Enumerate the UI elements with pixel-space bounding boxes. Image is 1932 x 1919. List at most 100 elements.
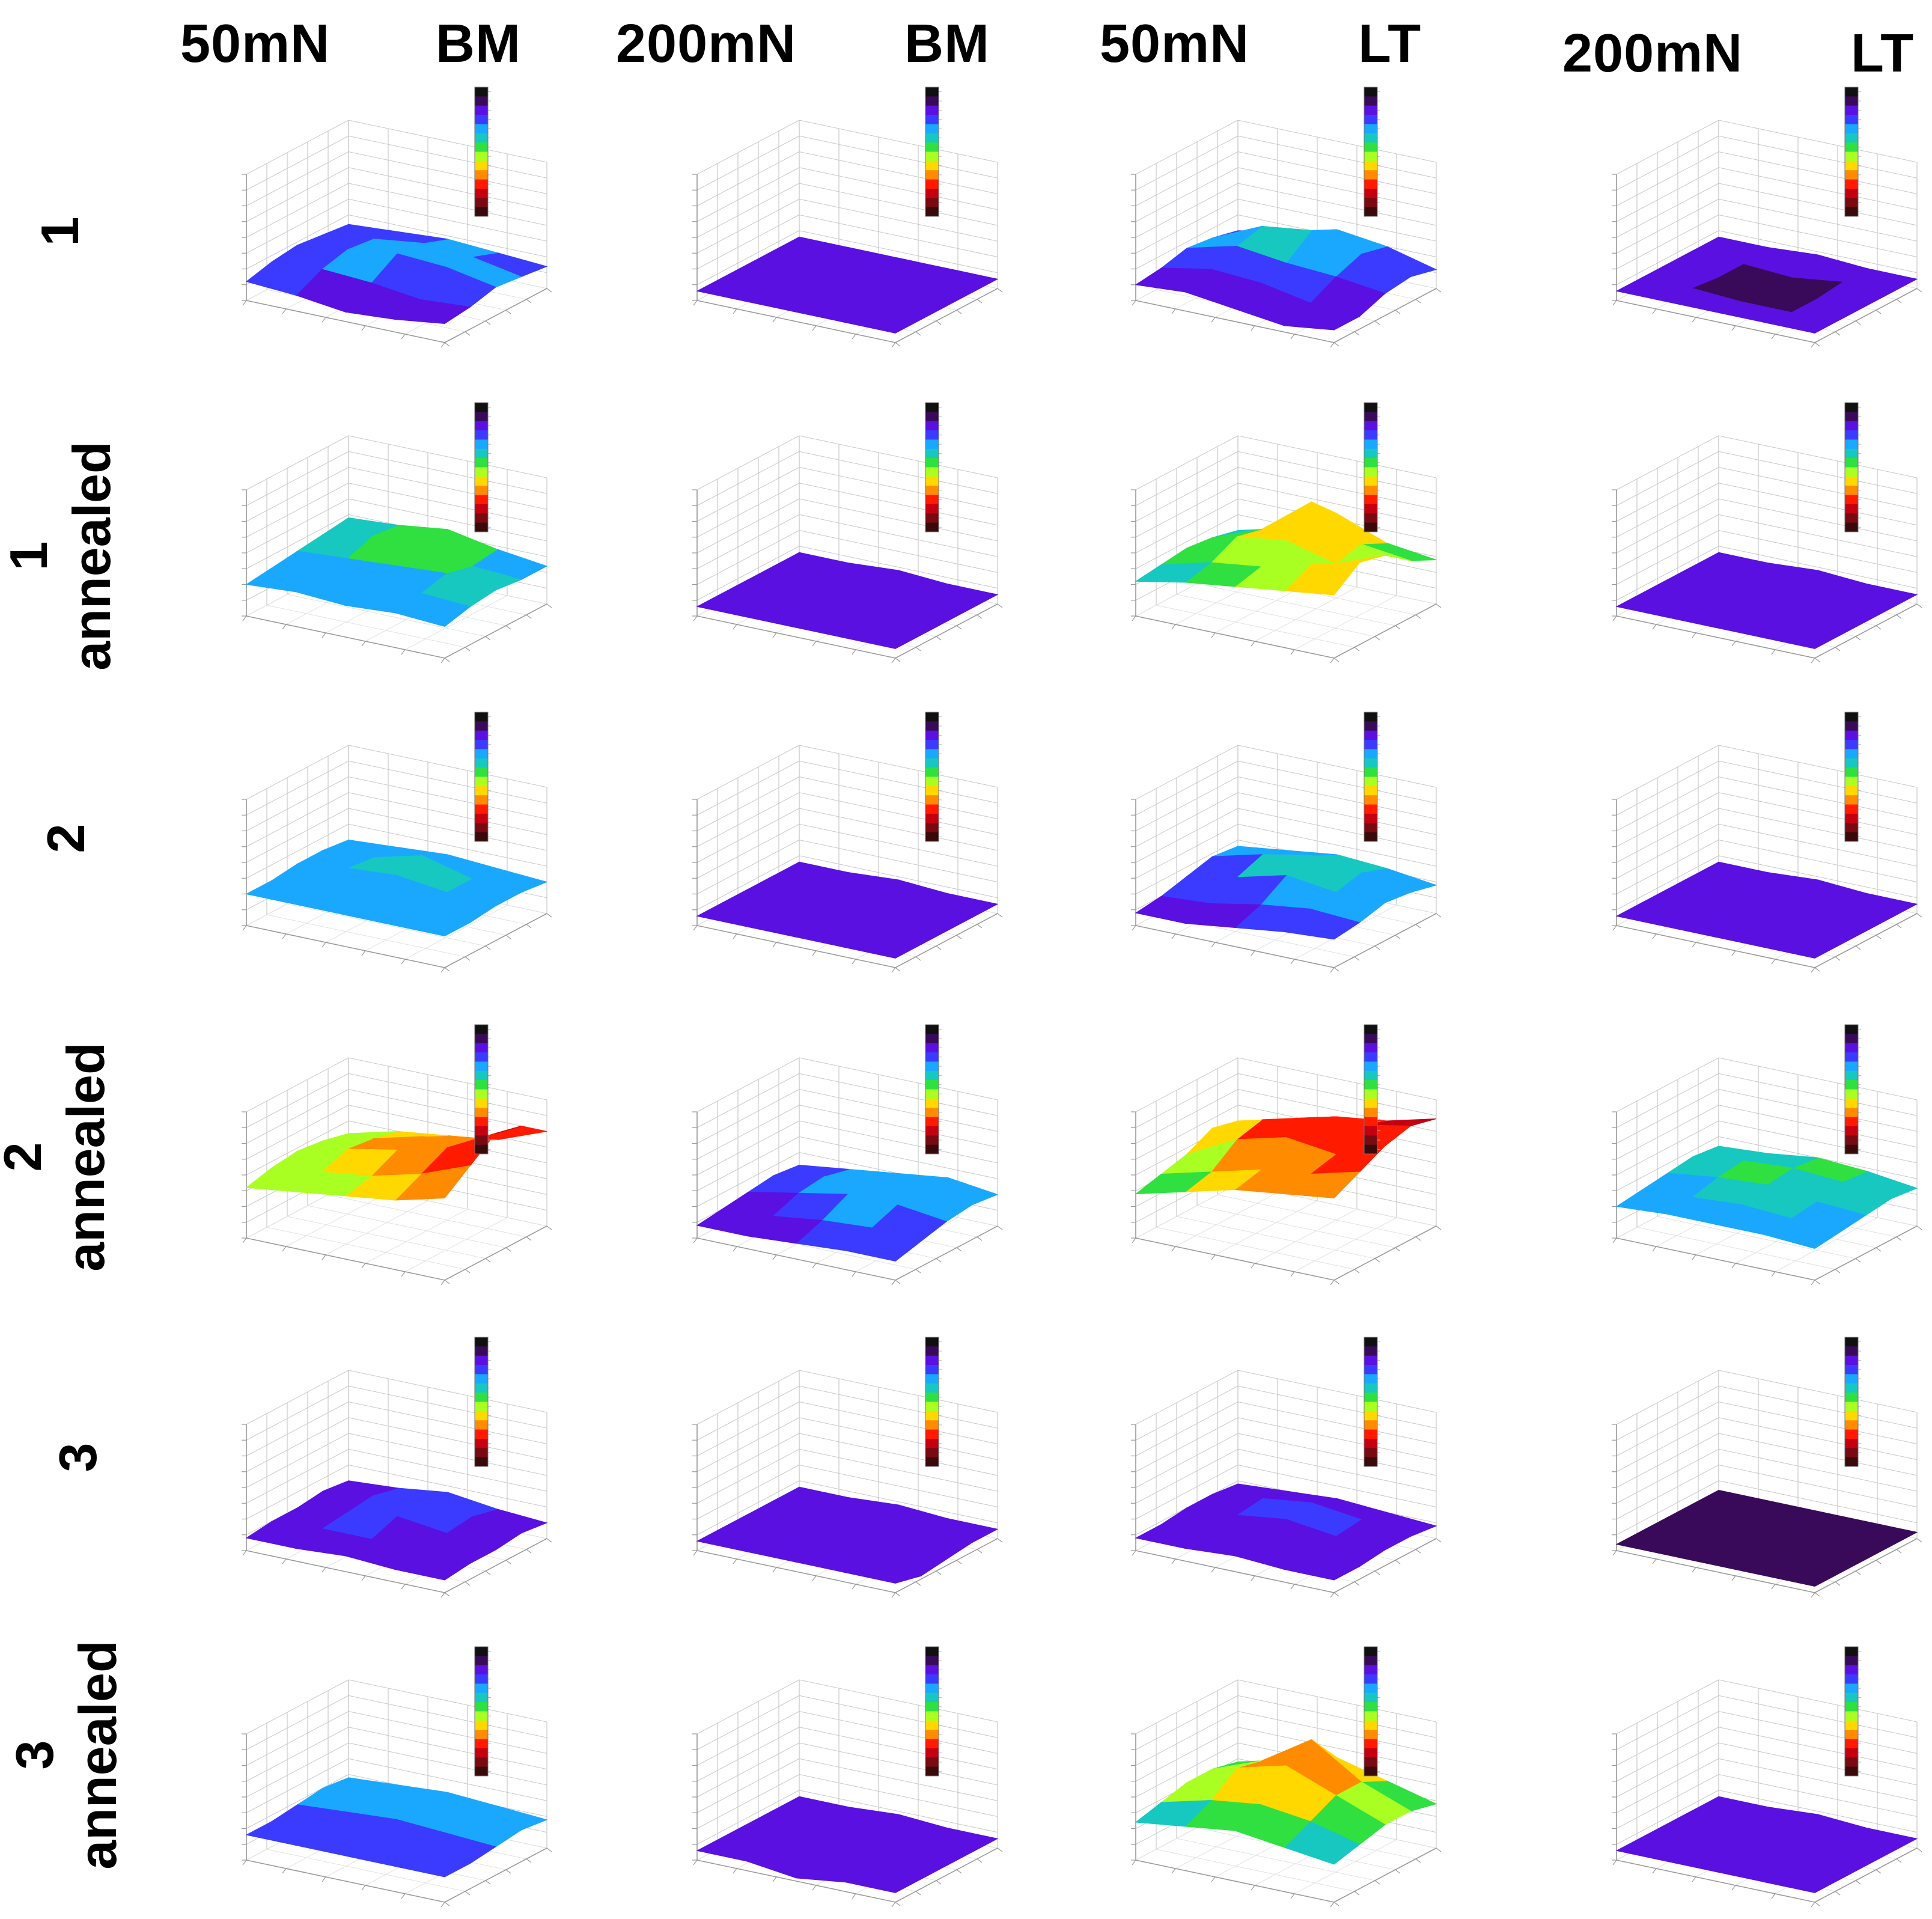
- colorbar-frame: [1844, 87, 1859, 217]
- x-tick: [361, 1263, 366, 1269]
- col-header-3-condition: LT: [1358, 14, 1422, 74]
- grid-line: [1616, 435, 1719, 490]
- y-tick: [1333, 342, 1339, 347]
- grid-line: [1237, 760, 1437, 804]
- colorbar-segment: [1845, 403, 1858, 412]
- colorbar-segment: [475, 1683, 488, 1694]
- grid-line: [1718, 1465, 1918, 1507]
- grid-line: [1718, 1774, 1918, 1817]
- colorbar-segment: [1845, 87, 1858, 97]
- grid-line: [1718, 198, 1918, 242]
- grid-line: [246, 1057, 349, 1112]
- grid-line: [1135, 498, 1239, 554]
- x-tick: [242, 615, 247, 621]
- y-tick: [505, 1869, 511, 1874]
- floor-grid-line: [1254, 1209, 1358, 1264]
- colorbar-segment: [475, 1411, 488, 1421]
- grid-line: [246, 1679, 349, 1734]
- grid-line: [1135, 1105, 1239, 1160]
- row-header-4-line1: 2: [0, 1037, 54, 1277]
- surface-panel-r3-c1: [198, 709, 552, 974]
- grid-line: [1237, 183, 1437, 226]
- grid-line: [348, 745, 547, 788]
- grid-line: [1237, 198, 1437, 242]
- y-tick: [1855, 1258, 1861, 1263]
- colorbar-segment: [475, 1702, 488, 1712]
- grid-line: [1237, 1057, 1437, 1100]
- grid-line: [1135, 183, 1239, 238]
- x-tick: [772, 1254, 777, 1260]
- colorbar: [474, 1024, 491, 1155]
- grid-line: [799, 167, 998, 210]
- colorbar-segment: [1845, 1766, 1858, 1777]
- colorbar-segment: [1364, 513, 1377, 523]
- colorbar-segment: [1845, 1720, 1858, 1730]
- y-tick: [956, 935, 962, 939]
- x-axis-line: [246, 1237, 445, 1281]
- x-axis-line: [1135, 300, 1335, 343]
- surface: [245, 839, 548, 937]
- grid-line: [1718, 1120, 1918, 1164]
- y-tick: [546, 603, 552, 608]
- grid-line: [696, 215, 800, 269]
- colorbar-segment: [925, 1034, 939, 1044]
- grid-line: [1616, 855, 1719, 911]
- x-tick: [1731, 1885, 1736, 1891]
- colorbar-segment: [1845, 1034, 1858, 1044]
- grid-line: [1616, 514, 1719, 569]
- x-tick: [1692, 1876, 1696, 1882]
- x-tick: [321, 632, 326, 638]
- y-tick: [1814, 1280, 1820, 1284]
- colorbar-segment: [1845, 495, 1858, 505]
- grid-line: [1616, 498, 1719, 554]
- grid-line: [696, 823, 800, 879]
- x-tick: [1731, 641, 1736, 647]
- col-header-1-load: 50mN: [180, 14, 331, 74]
- x-tick: [1132, 1550, 1136, 1556]
- colorbar-segment: [925, 1730, 939, 1740]
- colorbar-segment: [475, 504, 488, 514]
- grid-line: [799, 1711, 998, 1754]
- grid-line: [799, 1480, 998, 1524]
- y-axis-line: [895, 1225, 998, 1281]
- colorbar-segment: [1364, 1720, 1377, 1730]
- grid-line: [1237, 1695, 1437, 1738]
- colorbar-segment: [925, 486, 939, 496]
- grid-line: [1135, 483, 1239, 538]
- colorbar-segment: [475, 495, 488, 505]
- colorbar-segment: [1845, 749, 1858, 759]
- floor-grid-line: [307, 1205, 507, 1248]
- colorbar-segment: [925, 1411, 939, 1421]
- colorbar-segment: [1364, 495, 1377, 505]
- row-header-4-line2: annealed: [56, 1042, 115, 1272]
- colorbar-segment: [925, 813, 939, 823]
- x-tick: [812, 325, 817, 331]
- x-tick: [1132, 925, 1136, 931]
- grid-line: [1718, 792, 1918, 835]
- surface-facet: [1615, 593, 1693, 618]
- x-tick: [1811, 1902, 1815, 1908]
- grid-line: [696, 760, 800, 816]
- colorbar-segment: [475, 1025, 488, 1034]
- y-tick: [1814, 657, 1820, 662]
- colorbar-segment: [1364, 1117, 1377, 1127]
- x-tick: [1612, 1237, 1617, 1243]
- x-tick: [1692, 632, 1696, 638]
- y-tick: [1835, 1269, 1841, 1274]
- y-tick: [1814, 342, 1820, 347]
- y-tick: [505, 1560, 511, 1564]
- x-tick: [1771, 959, 1776, 965]
- surface-plot: [1131, 1024, 1442, 1286]
- colorbar-segment: [1845, 476, 1858, 486]
- surface-facet: [245, 567, 323, 593]
- x-tick: [282, 624, 287, 630]
- y-tick: [997, 1847, 1003, 1852]
- grid-line: [1718, 1417, 1918, 1460]
- y-tick: [1395, 625, 1401, 630]
- y-tick: [1814, 1902, 1820, 1906]
- grid-line: [1135, 1402, 1239, 1456]
- colorbar-segment: [475, 1748, 488, 1758]
- x-tick: [1811, 967, 1815, 973]
- grid-line: [696, 230, 800, 285]
- grid-line: [696, 151, 800, 206]
